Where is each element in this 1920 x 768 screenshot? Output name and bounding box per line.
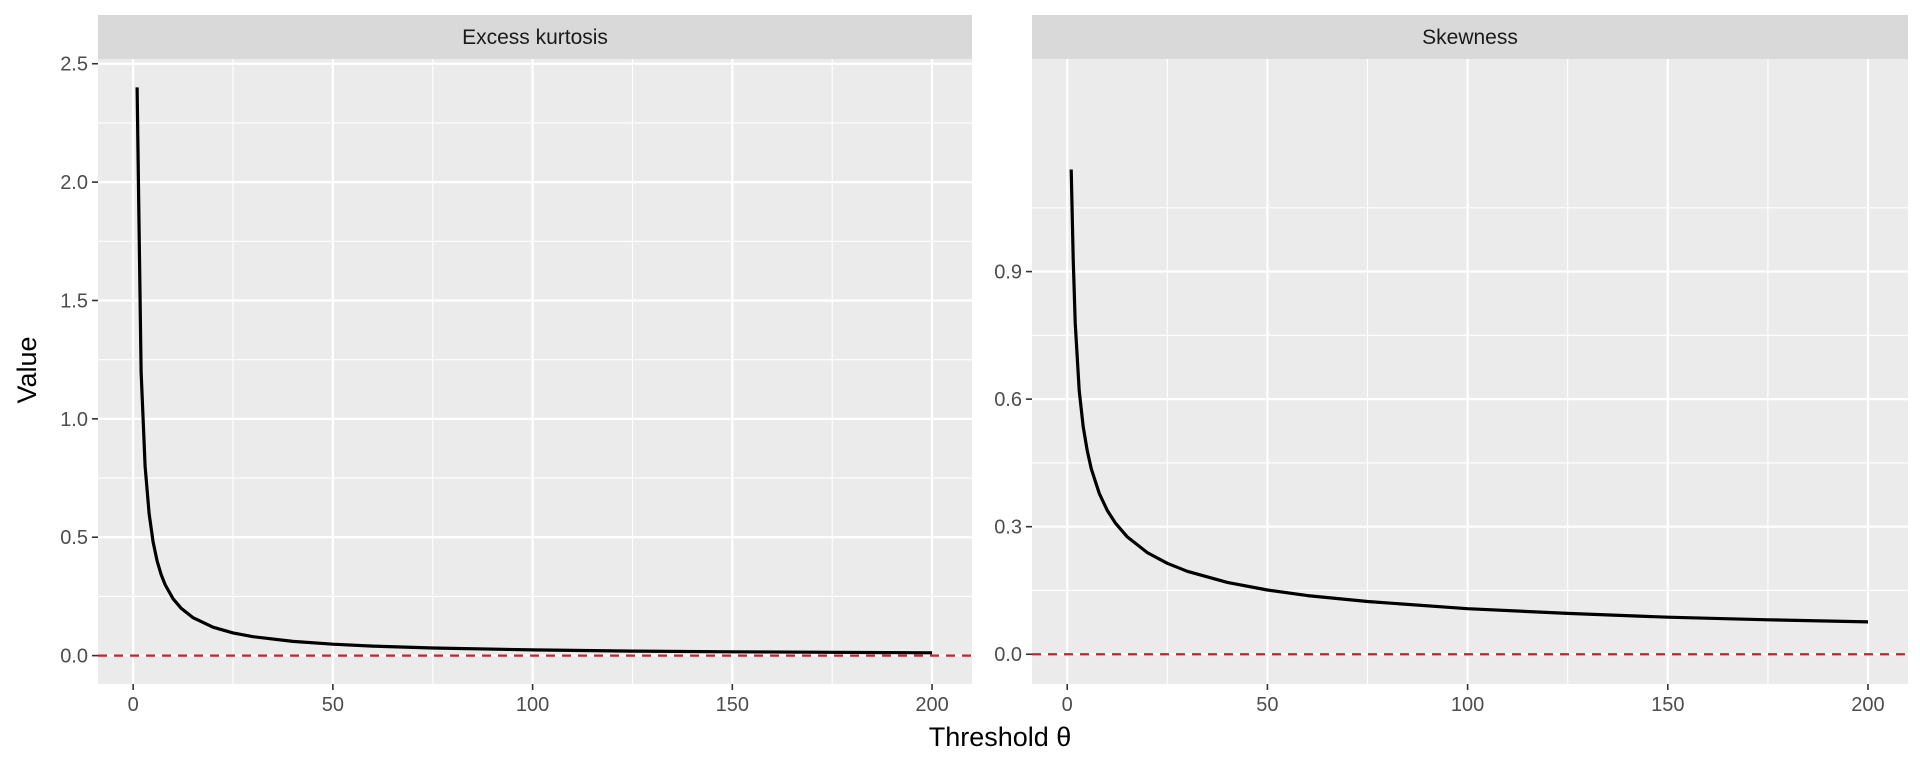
series-line — [1069, 169, 1869, 624]
x-tick-label: 0 — [128, 694, 139, 716]
series-line — [135, 87, 933, 655]
y-tick-label: 1.0 — [60, 409, 88, 431]
panel-background — [1032, 59, 1908, 684]
y-tick-label: 0.9 — [994, 262, 1022, 284]
y-tick-label: 0.5 — [60, 527, 88, 549]
panel-2: Skewness 0 50 100 150 200 0.0 0.3 0.6 0.9 — [994, 15, 1908, 716]
x-tick-label: 100 — [1451, 694, 1484, 716]
panel-background — [98, 59, 972, 684]
x-tick-label: 0 — [1062, 694, 1073, 716]
y-tick-label: 1.5 — [60, 290, 88, 312]
panel-title: Excess kurtosis — [462, 26, 608, 49]
x-tick-label: 50 — [1256, 694, 1278, 716]
y-tick-label: 2.5 — [60, 54, 88, 76]
x-tick-label: 150 — [1651, 694, 1684, 716]
x-tick-label: 50 — [322, 694, 344, 716]
y-axis-title: Value — [12, 336, 42, 403]
y-tick-label: 0.3 — [994, 517, 1022, 539]
panel-strip — [1032, 15, 1908, 59]
x-tick-label: 200 — [1851, 694, 1884, 716]
panel-1: Excess kurtosis 0 50 100 150 200 0.0 0.5 1.0 1.5 2… — [60, 15, 972, 716]
y-tick-label: 0.6 — [994, 389, 1022, 411]
x-tick-label: 100 — [516, 694, 549, 716]
panel-title: Skewness — [1422, 26, 1518, 49]
panel-strip — [98, 15, 972, 59]
y-tick-label: 0.0 — [994, 644, 1022, 666]
y-tick-label: 2.0 — [60, 172, 88, 194]
y-tick-label: 0.0 — [60, 646, 88, 668]
x-tick-label: 150 — [716, 694, 749, 716]
x-tick-label: 200 — [915, 694, 948, 716]
x-axis-title: Threshold θ — [929, 722, 1072, 752]
